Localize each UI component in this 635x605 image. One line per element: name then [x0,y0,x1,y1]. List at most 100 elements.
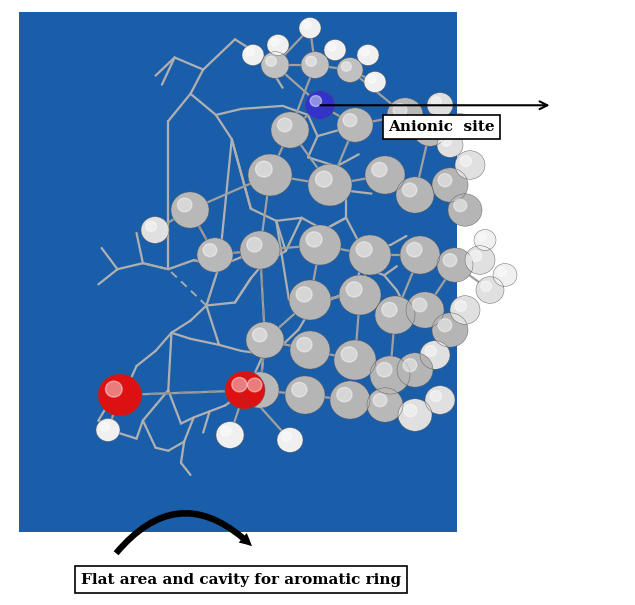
Circle shape [225,371,265,409]
Circle shape [337,57,363,82]
Circle shape [425,386,455,414]
Circle shape [285,376,325,414]
Circle shape [277,118,292,132]
Circle shape [261,51,289,78]
Circle shape [437,132,463,157]
Circle shape [271,112,309,148]
Circle shape [242,45,264,65]
Circle shape [337,108,373,142]
Circle shape [418,119,432,132]
Circle shape [432,313,468,347]
Circle shape [478,233,486,241]
Circle shape [481,281,491,292]
Circle shape [216,422,244,448]
Circle shape [404,404,417,417]
Circle shape [299,18,321,39]
FancyBboxPatch shape [19,12,457,532]
Circle shape [441,137,451,146]
Circle shape [425,345,436,356]
Circle shape [330,381,370,419]
Circle shape [255,161,272,177]
Circle shape [100,422,109,431]
Circle shape [465,246,495,274]
Circle shape [427,93,453,117]
Circle shape [292,382,307,397]
Circle shape [455,301,467,312]
Circle shape [397,353,433,387]
Circle shape [221,426,231,436]
Circle shape [448,114,472,137]
Circle shape [248,154,292,196]
Circle shape [277,428,303,453]
Circle shape [246,322,284,358]
Circle shape [334,340,376,380]
Circle shape [271,38,279,46]
Circle shape [171,192,209,228]
Circle shape [370,356,410,394]
Circle shape [296,287,312,302]
Circle shape [403,359,417,371]
Circle shape [431,97,441,106]
Circle shape [297,338,312,352]
Circle shape [437,248,473,282]
Circle shape [438,319,451,332]
Circle shape [303,21,311,29]
Circle shape [448,194,482,226]
Circle shape [443,253,457,267]
Circle shape [356,242,372,257]
Circle shape [308,164,352,206]
Circle shape [398,399,432,431]
Circle shape [373,394,387,407]
Circle shape [357,45,379,65]
Circle shape [361,48,369,56]
Circle shape [493,264,517,286]
Circle shape [403,183,417,197]
Circle shape [450,296,480,324]
Circle shape [393,103,407,117]
Circle shape [105,381,122,397]
Circle shape [301,51,329,78]
Circle shape [177,198,192,212]
Circle shape [364,71,386,93]
Circle shape [497,267,506,276]
FancyArrowPatch shape [114,510,252,555]
Circle shape [460,155,472,166]
Circle shape [96,419,120,442]
Circle shape [368,75,376,83]
Circle shape [306,56,316,67]
Circle shape [306,232,322,247]
Circle shape [367,388,403,422]
Circle shape [387,98,423,132]
Circle shape [342,62,351,71]
Circle shape [310,96,321,106]
Circle shape [253,328,267,342]
Text: Flat area and cavity for aromatic ring: Flat area and cavity for aromatic ring [81,572,401,587]
Circle shape [266,56,276,67]
Circle shape [289,280,331,320]
Circle shape [413,298,427,312]
Circle shape [420,341,450,369]
Text: Anionic  site: Anionic site [388,120,495,134]
Circle shape [406,292,444,328]
Circle shape [290,331,330,369]
Circle shape [98,374,142,416]
Circle shape [476,276,504,303]
Circle shape [375,296,415,334]
Circle shape [316,171,332,187]
Circle shape [349,235,391,275]
Circle shape [197,238,233,272]
Circle shape [324,39,346,60]
Circle shape [281,432,291,441]
Circle shape [372,162,387,177]
Circle shape [382,302,397,317]
Circle shape [341,347,357,362]
Circle shape [396,177,434,213]
Circle shape [413,114,447,146]
Circle shape [339,275,381,315]
Circle shape [267,34,289,56]
Circle shape [474,229,496,250]
Circle shape [438,174,451,187]
Circle shape [141,217,169,243]
Circle shape [240,231,280,269]
Circle shape [248,378,262,392]
